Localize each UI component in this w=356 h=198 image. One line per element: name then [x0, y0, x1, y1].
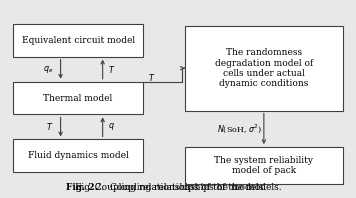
Bar [13, 24, 143, 57]
Text: Equivalent circuit model: Equivalent circuit model [22, 36, 135, 45]
Text: $N$(SoH, $\sigma^2$): $N$(SoH, $\sigma^2$) [217, 122, 262, 135]
Text: The randomness
degradation model of
cells under actual
dynamic conditions: The randomness degradation model of cell… [215, 48, 313, 88]
Text: Thermal model: Thermal model [43, 93, 113, 103]
Text: Fig. 2.  Coupling relationships of the models.: Fig. 2. Coupling relationships of the mo… [75, 183, 281, 192]
Text: Fluid dynamics model: Fluid dynamics model [28, 151, 129, 160]
Bar [13, 139, 143, 172]
Text: $T$: $T$ [108, 64, 115, 75]
Text: $T$: $T$ [46, 121, 54, 132]
Text: $T$: $T$ [148, 72, 156, 83]
Text: Coupling relationships of the models.: Coupling relationships of the models. [89, 183, 266, 192]
Bar [13, 82, 143, 114]
Bar [185, 26, 343, 110]
Text: $q$: $q$ [108, 121, 115, 132]
Text: Fig. 2.: Fig. 2. [66, 183, 98, 192]
Text: $q_e$: $q_e$ [43, 64, 53, 75]
Text: The system reliability
model of pack: The system reliability model of pack [214, 156, 313, 175]
Bar [185, 147, 343, 184]
